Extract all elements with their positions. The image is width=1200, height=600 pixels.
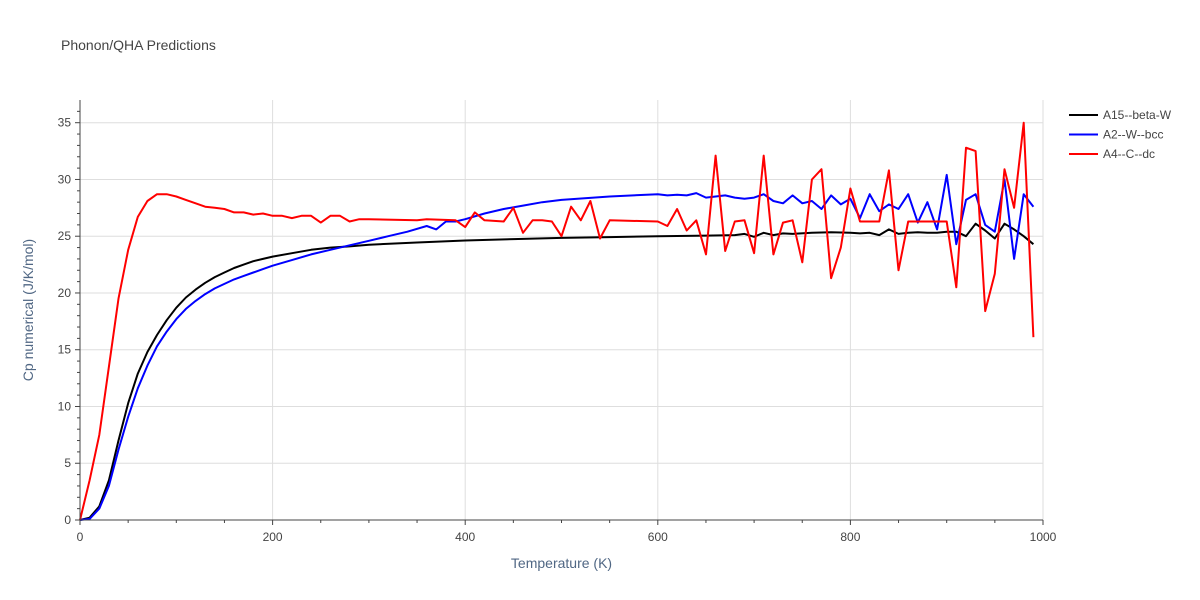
series-layer bbox=[79, 121, 1035, 521]
y-tick-label: 25 bbox=[58, 229, 72, 243]
axis-layer: 0 200 400 600 800 1000 0 5 10 15 20 25 30 35 bbox=[58, 100, 1057, 544]
y-tick-label: 5 bbox=[64, 456, 71, 470]
series-line-1[interactable] bbox=[79, 173, 1035, 521]
legend-label: A4--C--dc bbox=[1103, 147, 1155, 161]
x-tick-label: 600 bbox=[648, 530, 668, 544]
legend[interactable]: A15--beta-W A2--W--bcc A4--C--dc bbox=[1069, 108, 1172, 161]
y-tick-label: 10 bbox=[58, 399, 72, 413]
x-tick-label: 200 bbox=[263, 530, 283, 544]
y-tick-label: 0 bbox=[64, 513, 71, 527]
grid-layer bbox=[80, 100, 1044, 520]
y-tick-label: 30 bbox=[58, 172, 72, 186]
legend-label: A2--W--bcc bbox=[1103, 128, 1163, 142]
y-tick-label: 20 bbox=[58, 286, 72, 300]
y-axis-title: Cp numerical (J/K/mol) bbox=[20, 239, 36, 381]
y-tick-label: 15 bbox=[58, 343, 72, 357]
legend-item-1[interactable]: A2--W--bcc bbox=[1069, 128, 1163, 142]
legend-item-2[interactable]: A4--C--dc bbox=[1069, 147, 1155, 161]
x-axis-title: Temperature (K) bbox=[511, 555, 612, 571]
chart-title: Phonon/QHA Predictions bbox=[61, 37, 216, 53]
series-line-2[interactable] bbox=[79, 121, 1035, 521]
x-tick-label: 1000 bbox=[1030, 530, 1057, 544]
x-tick-label: 800 bbox=[840, 530, 860, 544]
legend-item-0[interactable]: A15--beta-W bbox=[1069, 108, 1172, 122]
legend-label: A15--beta-W bbox=[1103, 108, 1172, 122]
x-tick-label: 400 bbox=[455, 530, 475, 544]
series-line-0[interactable] bbox=[79, 222, 1035, 521]
y-tick-label: 35 bbox=[58, 116, 72, 130]
x-tick-label: 0 bbox=[77, 530, 84, 544]
